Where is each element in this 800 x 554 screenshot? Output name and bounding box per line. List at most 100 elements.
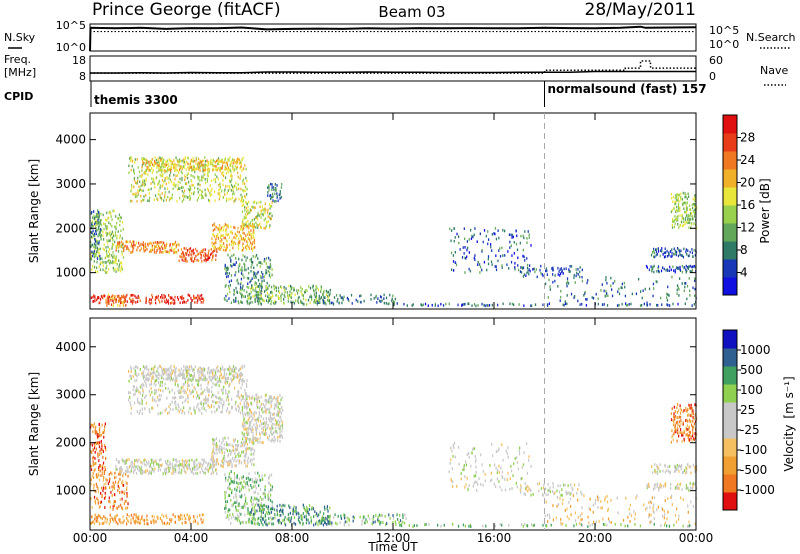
heatmap-cell — [182, 301, 184, 304]
heatmap-cell — [383, 301, 385, 305]
heatmap-cell — [204, 178, 206, 181]
heatmap-cell — [225, 167, 227, 171]
heatmap-cell — [253, 397, 256, 401]
heatmap-cell — [675, 218, 677, 221]
heatmap-cell — [171, 388, 173, 392]
heatmap-cell — [216, 451, 218, 455]
heatmap-cell — [226, 514, 229, 517]
heatmap-cell — [234, 226, 236, 230]
heatmap-cell — [294, 522, 297, 526]
heatmap-cell — [274, 513, 276, 516]
heatmap-cell — [90, 497, 92, 501]
heatmap-cell — [269, 205, 272, 208]
heatmap-cell — [145, 377, 147, 381]
heatmap-cell — [260, 402, 263, 406]
heatmap-cell — [143, 184, 145, 187]
heatmap-cell — [112, 294, 114, 298]
heatmap-cell — [689, 212, 692, 215]
heatmap-cell — [680, 195, 682, 199]
heatmap-cell — [194, 247, 197, 251]
heatmap-cell — [200, 400, 203, 404]
heatmap-cell — [235, 197, 237, 201]
heatmap-cell — [266, 291, 269, 295]
heatmap-cell — [182, 383, 184, 386]
heatmap-cell — [133, 176, 136, 180]
heatmap-cell — [168, 469, 170, 473]
heatmap-cell — [232, 512, 234, 516]
heatmap-cell — [192, 390, 194, 394]
heatmap-cell — [169, 244, 171, 248]
colorbar-segment — [723, 169, 737, 188]
heatmap-cell — [179, 396, 181, 399]
heatmap-cell — [114, 225, 116, 229]
heatmap-cell — [226, 443, 228, 446]
heatmap-cell — [688, 277, 690, 280]
heatmap-cell — [207, 174, 210, 178]
heatmap-cell — [276, 510, 279, 514]
heatmap-cell — [261, 441, 263, 444]
heatmap-cell — [137, 400, 139, 404]
heatmap-cell — [217, 365, 219, 369]
heatmap-cell — [325, 289, 328, 293]
heatmap-cell — [662, 253, 664, 256]
heatmap-cell — [193, 462, 196, 466]
heatmap-cell — [293, 505, 295, 509]
heatmap-cell — [94, 450, 96, 454]
heatmap-cell — [424, 302, 427, 306]
heatmap-cell — [232, 185, 234, 189]
heatmap-cell — [246, 248, 248, 251]
heatmap-cell — [262, 432, 264, 436]
heatmap-cell — [168, 375, 170, 379]
heatmap-cell — [153, 463, 155, 467]
heatmap-cell — [114, 500, 116, 504]
heatmap-cell — [298, 289, 300, 292]
heatmap-cell — [231, 196, 234, 200]
heatmap-cell — [104, 506, 106, 509]
heatmap-cell — [161, 250, 163, 254]
heatmap-cell — [241, 408, 243, 412]
heatmap-cell — [181, 517, 184, 521]
heatmap-cell — [640, 290, 642, 293]
heatmap-cell — [202, 250, 204, 254]
heatmap-cell — [185, 521, 187, 525]
heatmap-cell — [94, 457, 96, 460]
heatmap-cell — [241, 288, 243, 292]
heatmap-cell — [327, 295, 329, 298]
heatmap-cell — [282, 508, 284, 512]
heatmap-cell — [148, 165, 150, 169]
heatmap-cell — [98, 225, 100, 229]
heatmap-cell — [679, 224, 681, 227]
heatmap-cell — [206, 468, 208, 472]
heatmap-cell — [147, 522, 149, 526]
heatmap-cell — [534, 270, 536, 274]
heatmap-cell — [283, 518, 285, 522]
heatmap-cell — [528, 233, 530, 237]
heatmap-cell — [179, 168, 181, 172]
heatmap-cell — [144, 157, 146, 161]
heatmap-cell — [154, 156, 156, 159]
heatmap-cell — [139, 519, 141, 522]
heatmap-cell — [161, 371, 164, 375]
heatmap-cell — [209, 253, 212, 257]
heatmap-cell — [437, 304, 439, 308]
heatmap-cell — [228, 280, 231, 284]
heatmap-cell — [223, 189, 226, 193]
heatmap-cell — [255, 254, 258, 257]
heatmap-cell — [255, 418, 257, 422]
heatmap-cell — [520, 266, 522, 269]
heatmap-cell — [265, 271, 268, 275]
heatmap-cell — [194, 259, 196, 263]
heatmap-cell — [183, 406, 185, 410]
heatmap-cell — [199, 463, 201, 467]
heatmap-cell — [689, 264, 691, 268]
heatmap-cell — [205, 409, 207, 412]
heatmap-cell — [681, 282, 683, 285]
heatmap-cell — [346, 296, 349, 300]
heatmap-cell — [691, 248, 693, 251]
heatmap-cell — [279, 421, 281, 424]
heatmap-cell — [523, 236, 525, 240]
heatmap-cell — [515, 229, 517, 233]
heatmap-cell — [160, 296, 162, 299]
heatmap-cell — [237, 509, 239, 512]
heatmap-cell — [246, 427, 248, 430]
